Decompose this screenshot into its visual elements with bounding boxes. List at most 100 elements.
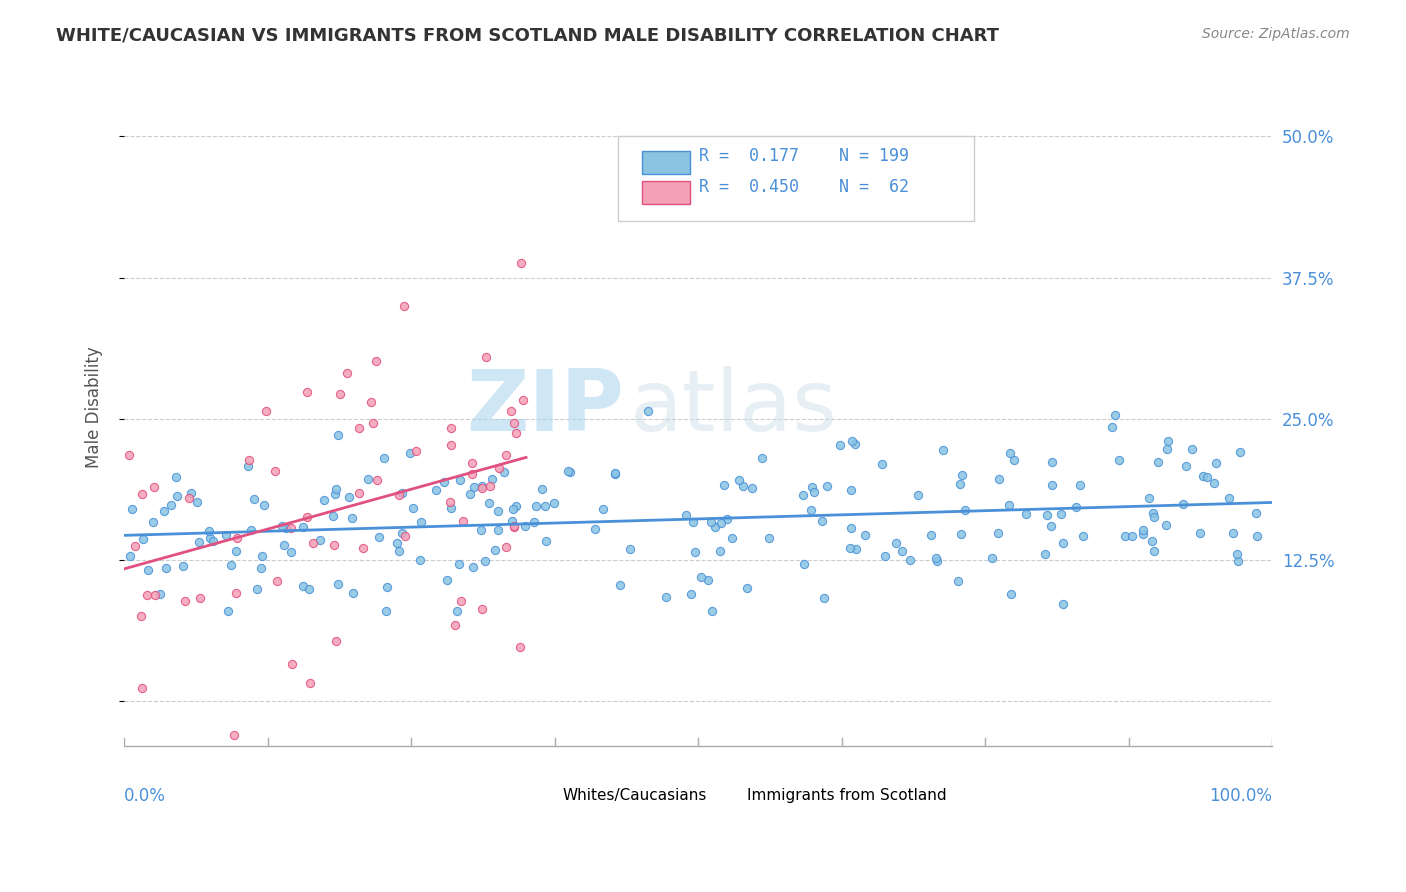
Point <box>149 587 172 601</box>
Point <box>1049 507 1071 521</box>
Point <box>699 516 721 530</box>
Point <box>266 574 288 589</box>
Point <box>884 536 907 550</box>
Point <box>366 354 388 368</box>
Point <box>222 728 245 742</box>
Point <box>793 557 815 571</box>
Point <box>391 486 413 500</box>
Point <box>299 676 322 690</box>
Text: Immigrants from Scotland: Immigrants from Scotland <box>747 789 946 804</box>
FancyBboxPatch shape <box>643 151 690 174</box>
Point <box>328 577 350 591</box>
Point <box>733 479 755 493</box>
Point <box>180 485 202 500</box>
Point <box>557 464 579 478</box>
Point <box>839 541 862 556</box>
Point <box>1156 442 1178 457</box>
Point <box>347 486 370 500</box>
Point <box>394 529 416 543</box>
Point <box>839 483 862 497</box>
Point <box>135 588 157 602</box>
Point <box>440 500 463 515</box>
Point <box>292 579 315 593</box>
Point <box>264 464 287 478</box>
Point <box>179 491 201 505</box>
Point <box>592 502 614 516</box>
Point <box>120 549 142 563</box>
Point <box>347 421 370 435</box>
Point <box>503 417 526 431</box>
Point <box>683 545 706 559</box>
Point <box>217 604 239 618</box>
Point <box>1114 529 1136 543</box>
Point <box>155 560 177 574</box>
Point <box>298 582 321 597</box>
Point <box>530 482 553 496</box>
Point <box>1157 434 1180 448</box>
Point <box>1226 554 1249 568</box>
Point <box>253 499 276 513</box>
Text: R =  0.450    N =  62: R = 0.450 N = 62 <box>699 178 910 196</box>
Point <box>166 489 188 503</box>
Point <box>460 457 482 471</box>
Point <box>751 450 773 465</box>
Point <box>1071 529 1094 543</box>
Text: 100.0%: 100.0% <box>1209 787 1272 805</box>
Point <box>1040 519 1063 533</box>
Point <box>841 521 863 535</box>
Point <box>690 570 713 584</box>
Point <box>198 524 221 539</box>
Point <box>474 554 496 568</box>
Point <box>411 515 433 529</box>
Point <box>471 479 494 493</box>
Point <box>675 508 697 522</box>
Point <box>810 514 832 528</box>
Point <box>987 472 1010 486</box>
Point <box>728 473 751 487</box>
Point <box>1222 525 1244 540</box>
Point <box>1052 536 1074 550</box>
Text: ZIP: ZIP <box>465 366 624 449</box>
Point <box>145 588 167 602</box>
Point <box>1042 478 1064 492</box>
Point <box>721 531 744 545</box>
Point <box>440 421 463 435</box>
Point <box>1108 453 1130 467</box>
Point <box>1226 547 1249 561</box>
Point <box>1246 529 1268 543</box>
Point <box>845 541 868 556</box>
Point <box>494 466 516 480</box>
Point <box>238 452 260 467</box>
Point <box>301 535 323 549</box>
Point <box>323 538 346 552</box>
Point <box>1154 518 1177 533</box>
Point <box>1143 544 1166 558</box>
Point <box>250 549 273 563</box>
Point <box>124 539 146 553</box>
Point <box>225 543 247 558</box>
Point <box>471 601 494 615</box>
Point <box>478 496 501 510</box>
Point <box>1132 523 1154 537</box>
Point <box>716 512 738 526</box>
Point <box>949 476 972 491</box>
Point <box>920 528 942 542</box>
Point <box>813 591 835 606</box>
Point <box>710 516 733 530</box>
Point <box>898 553 921 567</box>
Point <box>1052 597 1074 611</box>
Point <box>425 483 447 497</box>
Point <box>250 561 273 575</box>
Point <box>1064 500 1087 515</box>
Point <box>440 438 463 452</box>
Point <box>226 531 249 545</box>
FancyBboxPatch shape <box>714 789 742 805</box>
Point <box>741 481 763 495</box>
Point <box>243 491 266 506</box>
Point <box>523 515 546 529</box>
Point <box>486 523 509 537</box>
Point <box>502 502 524 516</box>
Point <box>446 604 468 618</box>
Point <box>1002 453 1025 467</box>
Point <box>450 594 472 608</box>
